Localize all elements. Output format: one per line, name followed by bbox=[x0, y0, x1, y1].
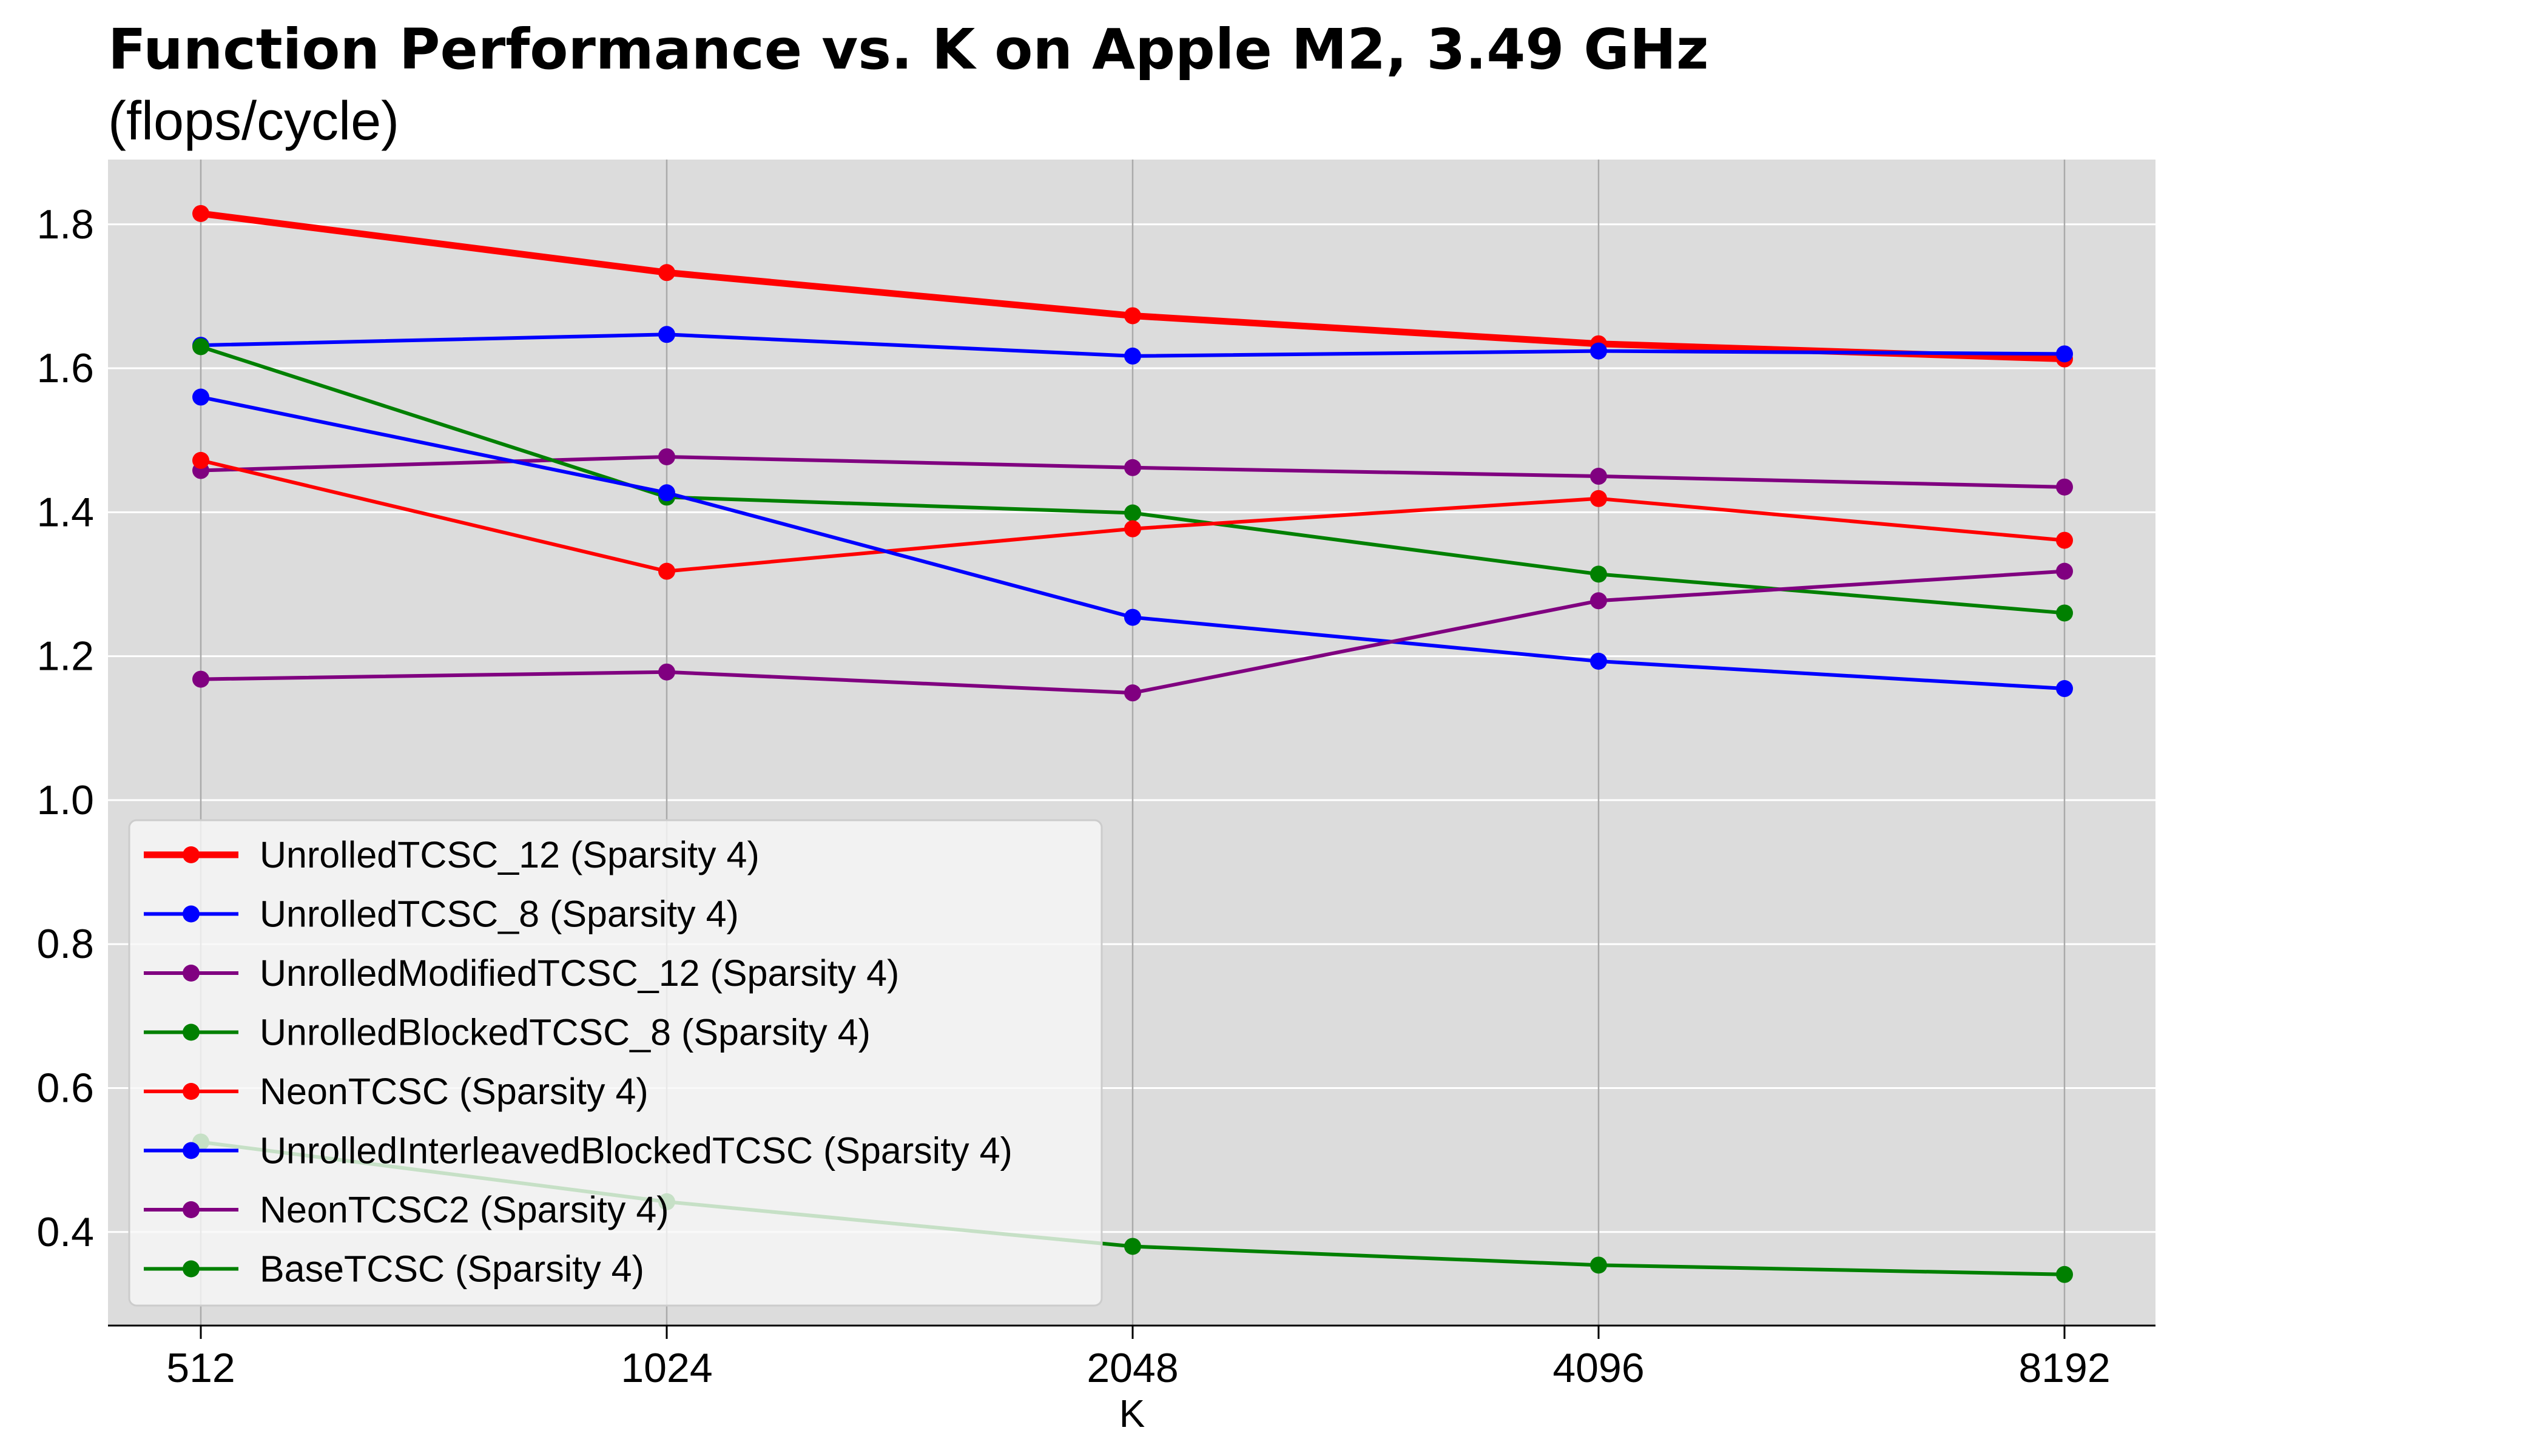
y-tick-label: 1.6 bbox=[36, 345, 94, 391]
legend-label: UnrolledTCSC_8 (Sparsity 4) bbox=[260, 894, 739, 935]
data-point bbox=[192, 338, 209, 356]
legend-swatch-marker bbox=[183, 1201, 200, 1218]
data-point bbox=[1124, 608, 1141, 626]
y-tick-label: 1.8 bbox=[36, 201, 94, 248]
data-point bbox=[1124, 307, 1141, 325]
data-point bbox=[192, 204, 209, 222]
data-point bbox=[1590, 652, 1607, 670]
legend-item: NeonTCSC2 (Sparsity 4) bbox=[144, 1189, 669, 1230]
y-tick-label: 0.4 bbox=[36, 1209, 94, 1255]
legend-swatch-marker bbox=[183, 846, 200, 863]
y-tick-label: 1.0 bbox=[36, 777, 94, 823]
legend-label: UnrolledModifiedTCSC_12 (Sparsity 4) bbox=[260, 952, 899, 994]
data-point bbox=[658, 484, 675, 502]
data-point bbox=[1124, 347, 1141, 365]
data-point bbox=[658, 448, 675, 465]
legend-swatch-marker bbox=[183, 1023, 200, 1041]
legend-box bbox=[128, 819, 1103, 1307]
legend-item: NeonTCSC (Sparsity 4) bbox=[144, 1071, 649, 1112]
series-1 bbox=[192, 326, 2073, 365]
x-tick-label: 2048 bbox=[1087, 1345, 1178, 1391]
data-point bbox=[2056, 604, 2073, 622]
legend-label: BaseTCSC (Sparsity 4) bbox=[260, 1249, 644, 1290]
legend-item: UnrolledModifiedTCSC_12 (Sparsity 4) bbox=[144, 952, 899, 994]
data-point bbox=[192, 388, 209, 406]
data-point bbox=[1590, 468, 1607, 485]
data-point bbox=[1124, 504, 1141, 522]
data-point bbox=[1590, 565, 1607, 583]
data-point bbox=[658, 264, 675, 281]
data-point bbox=[192, 451, 209, 469]
data-point bbox=[1124, 1238, 1141, 1255]
series-4 bbox=[192, 451, 2073, 580]
series-6 bbox=[192, 562, 2073, 702]
data-point bbox=[1590, 1256, 1607, 1274]
legend-swatch-marker bbox=[183, 905, 200, 923]
legend-label: NeonTCSC2 (Sparsity 4) bbox=[260, 1189, 669, 1230]
data-point bbox=[658, 326, 675, 343]
data-point bbox=[2056, 680, 2073, 698]
data-point bbox=[192, 670, 209, 688]
data-point bbox=[658, 663, 675, 681]
chart-title: Function Performance vs. K on Apple M2, … bbox=[108, 17, 1709, 82]
legend-item: UnrolledTCSC_8 (Sparsity 4) bbox=[144, 894, 739, 935]
legend-swatch-marker bbox=[183, 1083, 200, 1100]
legend-swatch-marker bbox=[183, 1260, 200, 1278]
series-5 bbox=[192, 388, 2073, 698]
y-tick-label: 1.4 bbox=[36, 489, 94, 535]
legend-item: UnrolledTCSC_12 (Sparsity 4) bbox=[144, 834, 760, 875]
data-point bbox=[1590, 342, 1607, 360]
legend-item: UnrolledInterleavedBlockedTCSC (Sparsity… bbox=[144, 1130, 1013, 1171]
data-point bbox=[1124, 684, 1141, 702]
data-point bbox=[1590, 592, 1607, 610]
x-tick-label: 8192 bbox=[2018, 1345, 2110, 1391]
y-tick-label: 1.2 bbox=[36, 633, 94, 679]
legend-swatch-marker bbox=[183, 965, 200, 982]
legend-label: UnrolledBlockedTCSC_8 (Sparsity 4) bbox=[260, 1012, 871, 1053]
y-tick-label: 0.6 bbox=[36, 1065, 94, 1111]
data-point bbox=[658, 562, 675, 580]
legend-item: BaseTCSC (Sparsity 4) bbox=[144, 1249, 644, 1290]
chart-subtitle: (flops/cycle) bbox=[108, 91, 399, 152]
legend-label: UnrolledInterleavedBlockedTCSC (Sparsity… bbox=[260, 1130, 1013, 1171]
data-point bbox=[1590, 490, 1607, 507]
data-point bbox=[1124, 459, 1141, 476]
y-tick-label: 0.8 bbox=[36, 921, 94, 967]
x-tick-label: 1024 bbox=[621, 1345, 712, 1391]
x-tick-label: 512 bbox=[166, 1345, 235, 1391]
data-point bbox=[2056, 1266, 2073, 1283]
data-point bbox=[2056, 345, 2073, 363]
data-point bbox=[2056, 562, 2073, 580]
x-axis-label: K bbox=[1119, 1392, 1145, 1435]
data-point bbox=[2056, 531, 2073, 549]
data-point bbox=[2056, 478, 2073, 496]
legend-label: NeonTCSC (Sparsity 4) bbox=[260, 1071, 649, 1112]
legend-swatch-marker bbox=[183, 1142, 200, 1159]
x-tick-label: 4096 bbox=[1552, 1345, 1644, 1391]
data-point bbox=[1124, 520, 1141, 538]
legend-label: UnrolledTCSC_12 (Sparsity 4) bbox=[260, 834, 760, 875]
legend-item: UnrolledBlockedTCSC_8 (Sparsity 4) bbox=[144, 1012, 871, 1053]
